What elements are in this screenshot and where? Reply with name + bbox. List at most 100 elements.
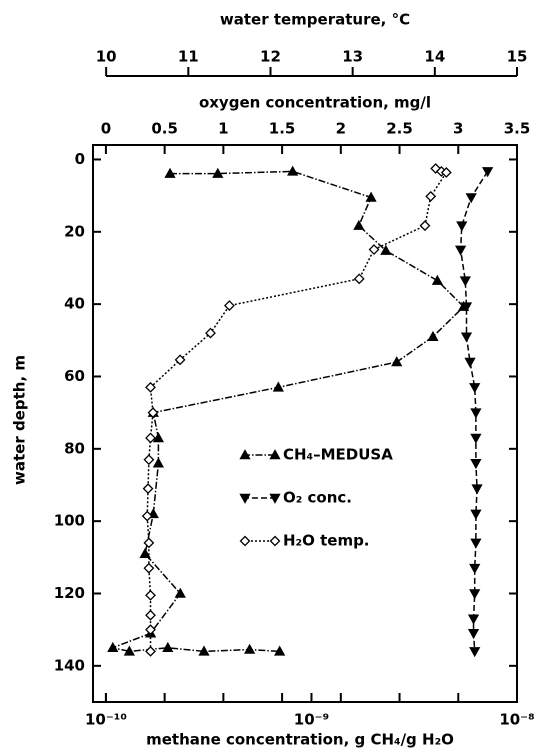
data-point — [460, 332, 473, 343]
data-point — [455, 245, 467, 256]
legend-marker — [269, 493, 281, 504]
x-tick-label: 0.5 — [151, 120, 178, 138]
x-tick-label: 3.5 — [504, 120, 531, 138]
plot-frame — [92, 144, 518, 703]
data-point — [152, 457, 165, 468]
data-point — [145, 645, 156, 657]
y-tick-label: 80 — [64, 439, 85, 457]
data-point — [427, 330, 439, 341]
data-point — [143, 454, 155, 466]
data-point — [141, 510, 153, 522]
data-point — [107, 641, 119, 652]
x-tick-label: 0 — [101, 120, 111, 138]
y-tick-label: 60 — [64, 367, 85, 385]
data-point — [419, 220, 431, 232]
legend-label: O₂ conc. — [283, 489, 352, 507]
x-tick-label: 10 — [96, 48, 117, 66]
data-point — [143, 537, 155, 549]
data-point — [380, 244, 392, 255]
data-point — [145, 381, 156, 393]
x-tick-label: 10⁻⁹ — [294, 711, 329, 729]
data-point — [368, 244, 380, 255]
x-axis-title: methane concentration, g CH₄/g H₂O — [146, 731, 454, 749]
data-point — [274, 645, 286, 656]
y-axis-title: water depth, m — [11, 355, 29, 485]
data-point — [212, 167, 224, 178]
data-point — [470, 538, 482, 549]
data-point — [471, 484, 483, 495]
data-point — [469, 589, 481, 600]
data-point — [174, 354, 186, 366]
data-point — [470, 509, 482, 520]
data-point — [152, 432, 165, 443]
x-axis-title: water temperature, °C — [220, 11, 410, 29]
data-point — [145, 432, 156, 444]
data-point — [391, 356, 403, 367]
data-point — [430, 163, 442, 174]
data-point — [145, 609, 156, 621]
data-point — [469, 383, 481, 394]
data-point — [243, 643, 256, 654]
data-point — [460, 302, 473, 313]
data-point — [470, 408, 482, 419]
data-point — [142, 483, 154, 495]
x-tick-label: 1 — [218, 120, 228, 138]
y-tick-label: 120 — [54, 584, 85, 602]
series-line — [146, 167, 448, 652]
data-point — [147, 407, 159, 419]
y-tick-label: 140 — [54, 656, 85, 674]
data-point — [139, 547, 151, 558]
data-point — [198, 645, 210, 656]
data-point — [174, 587, 186, 598]
data-point — [162, 641, 174, 652]
x-tick-label: 15 — [507, 48, 528, 66]
x-axis-title: oxygen concentration, mg/l — [199, 94, 431, 112]
data-point — [465, 193, 477, 204]
y-tick-label: 40 — [64, 295, 85, 313]
data-point — [145, 624, 156, 636]
data-point — [456, 221, 468, 232]
data-point — [470, 433, 482, 444]
x-tick-label: 2.5 — [386, 120, 413, 138]
data-point — [287, 165, 299, 176]
data-point — [467, 614, 480, 625]
x-tick-label: 11 — [178, 48, 199, 66]
data-point — [425, 190, 437, 202]
data-point — [469, 647, 481, 658]
legend-marker — [239, 535, 251, 547]
data-point — [205, 327, 216, 339]
x-tick-label: 10⁻¹⁰ — [85, 711, 127, 729]
x-tick-label: 10⁻⁸ — [499, 711, 534, 729]
data-point — [440, 167, 452, 178]
x-tick-label: 3 — [453, 120, 463, 138]
data-point — [365, 191, 377, 202]
x-tick-label: 1.5 — [269, 120, 296, 138]
data-point — [464, 357, 476, 368]
data-point — [482, 167, 494, 178]
data-point — [145, 589, 156, 601]
legend-label: CH₄–MEDUSA — [283, 446, 393, 464]
data-point — [353, 273, 365, 285]
series-line — [110, 170, 465, 653]
data-point — [164, 167, 176, 178]
data-point — [272, 381, 284, 392]
data-point — [223, 300, 235, 312]
x-tick-label: 12 — [260, 48, 281, 66]
data-point — [123, 645, 135, 656]
legend-marker — [239, 449, 251, 460]
data-point — [431, 274, 444, 285]
y-tick-label: 20 — [64, 222, 85, 240]
y-tick-label: 0 — [75, 150, 85, 168]
data-point — [469, 563, 481, 575]
data-point — [470, 459, 482, 470]
x-tick-label: 2 — [336, 120, 346, 138]
data-point — [143, 562, 155, 574]
legend-marker — [239, 493, 251, 504]
y-tick-label: 100 — [54, 512, 85, 530]
legend-label: H₂O temp. — [283, 532, 370, 550]
x-tick-label: 14 — [424, 48, 445, 66]
legend-marker — [269, 449, 281, 460]
legend-marker — [269, 535, 281, 547]
data-point — [353, 219, 365, 230]
